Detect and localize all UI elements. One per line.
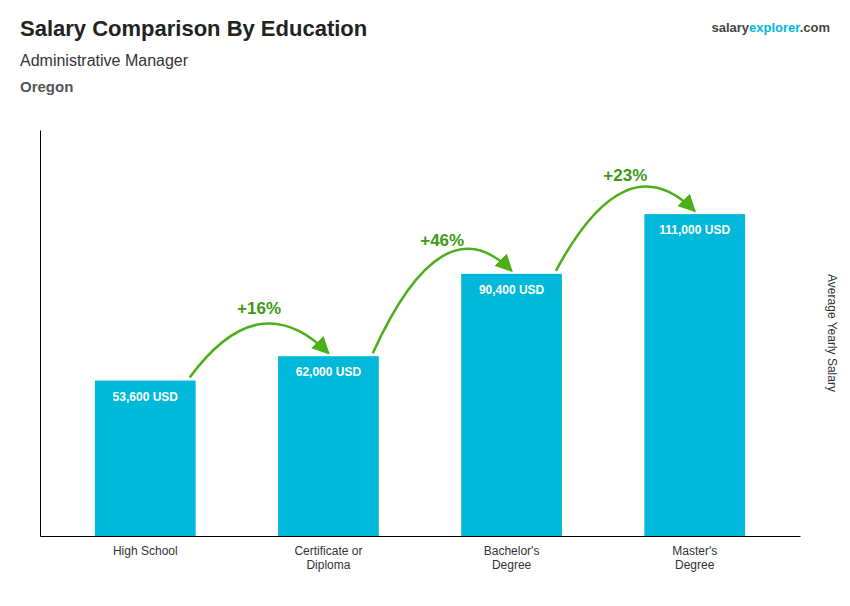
data-label: 62,000 USD	[296, 365, 362, 379]
y-axis-title: Average Yearly Salary	[825, 274, 839, 392]
title: Salary Comparison By Education	[20, 16, 367, 41]
x-tick-label: Master'sDegree	[672, 544, 717, 572]
arrow	[190, 323, 329, 377]
x-tick-label: High School	[113, 544, 178, 558]
chart: Salary Comparison By Education Administra…	[0, 0, 850, 606]
x-tick-label: Bachelor'sDegree	[484, 544, 540, 572]
bar	[278, 356, 379, 536]
source-part: salary	[711, 20, 749, 35]
subtitle: Oregon	[20, 78, 73, 95]
annotation: +16%	[237, 299, 281, 318]
bars	[95, 214, 745, 536]
data-label: 53,600 USD	[113, 390, 179, 404]
data-label: 111,000 USD	[659, 223, 730, 237]
y-axis	[40, 131, 41, 537]
data-labels: 53,600 USD 62,000 USD 90,400 USD 111,000 US…	[113, 223, 731, 403]
x-tick: Master'sDegree	[672, 536, 717, 572]
annotation: +23%	[603, 166, 647, 185]
arrow	[556, 187, 695, 271]
x-tick-label: Certificate orDiploma	[294, 544, 362, 572]
bar	[95, 381, 196, 536]
plot: High School Certificate orDiploma Bachelor…	[41, 131, 801, 572]
source: salaryexplorer.com	[711, 20, 830, 35]
x-axis: High School Certificate orDiploma Bachelor…	[41, 536, 801, 572]
arrow	[373, 249, 512, 353]
x-tick: High School	[113, 536, 178, 558]
annotations: +16% +46% +23%	[190, 166, 695, 378]
x-tick: Certificate orDiploma	[294, 536, 362, 572]
bar	[644, 214, 745, 536]
x-tick: Bachelor'sDegree	[484, 536, 540, 572]
annotation: +46%	[420, 231, 464, 250]
y-axis-line	[40, 131, 41, 537]
source-part: explorer	[749, 20, 800, 35]
subtitle: Administrative Manager	[20, 52, 189, 69]
source-part: .com	[800, 20, 830, 35]
bar	[461, 274, 562, 536]
x-axis-line	[41, 536, 801, 537]
data-label: 90,400 USD	[479, 283, 545, 297]
